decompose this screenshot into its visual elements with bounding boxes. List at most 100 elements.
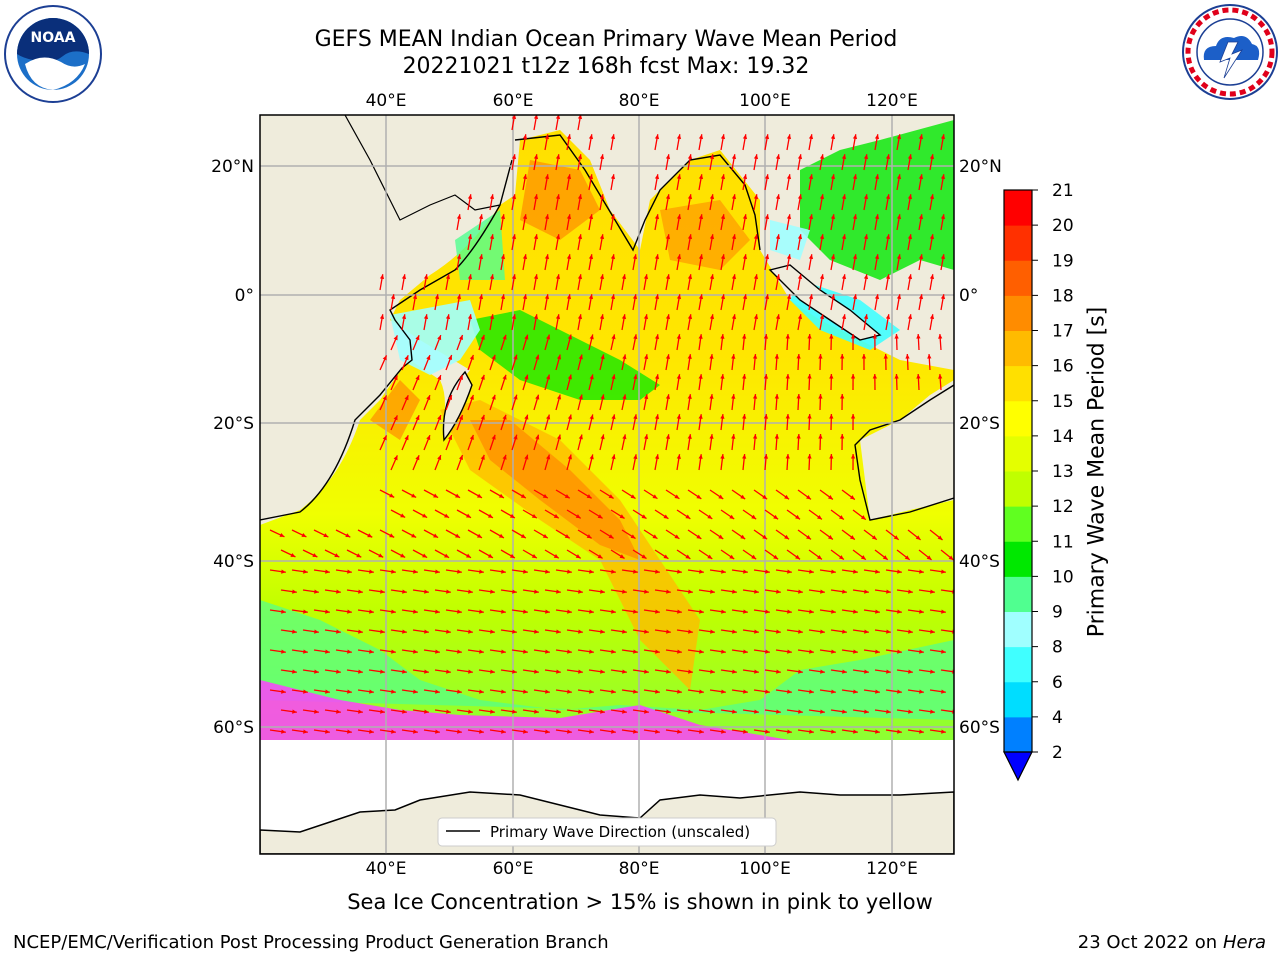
wave-direction-arrowhead xyxy=(455,493,461,498)
wave-direction-arrowhead xyxy=(840,394,845,399)
wave-direction-arrowhead xyxy=(608,494,614,499)
wave-direction-arrowhead xyxy=(710,629,715,634)
wave-direction-arrowhead xyxy=(358,589,363,594)
wave-direction-arrowhead xyxy=(535,434,540,440)
wave-direction-arrowhead xyxy=(698,294,704,300)
wave-direction-arrowhead xyxy=(929,154,935,160)
wave-direction-arrowhead xyxy=(926,555,932,560)
wave-direction-arrowhead xyxy=(875,689,880,694)
wave-direction-arrowhead xyxy=(918,214,924,220)
lat-label-left: 0° xyxy=(235,286,254,306)
arabian-peninsula-coast xyxy=(344,115,501,221)
footer-host: Hera xyxy=(1222,932,1266,953)
colorbar-segment xyxy=(1004,646,1032,683)
wave-direction-arrowhead xyxy=(841,154,847,160)
wave-direction-arrowhead xyxy=(894,374,899,379)
wave-direction-arrowhead xyxy=(597,554,603,559)
wave-direction-arrowhead xyxy=(466,513,472,518)
wave-direction-arrowhead xyxy=(820,589,825,594)
wave-direction-arrowhead xyxy=(489,234,495,240)
lon-label-top: 60°E xyxy=(493,91,534,111)
wave-direction-arrowhead xyxy=(281,569,286,574)
wave-direction-arrowhead xyxy=(819,234,825,240)
wave-direction-arrowhead xyxy=(864,669,869,674)
wave-direction-arrowhead xyxy=(480,414,485,420)
colorbar-segment xyxy=(1004,400,1032,437)
wave-direction-arrowhead xyxy=(588,254,594,260)
colorbar-segment xyxy=(1004,260,1032,296)
wave-direction-arrowhead xyxy=(677,649,682,654)
wave-direction-arrowhead xyxy=(393,335,398,341)
wave-direction-arrowhead xyxy=(424,709,429,714)
wave-direction-arrowhead xyxy=(633,689,638,694)
wave-direction-arrowhead xyxy=(842,629,847,634)
wave-direction-arrowhead xyxy=(546,334,551,340)
wave-direction-arrowhead xyxy=(885,154,891,160)
wave-direction-arrowhead xyxy=(456,214,462,220)
wave-direction-arrowhead xyxy=(567,729,572,734)
wave-direction-arrowhead xyxy=(798,709,803,714)
wave-direction-arrowhead xyxy=(369,609,374,614)
wave-direction-arrowhead xyxy=(709,194,715,200)
arabian-sea-band xyxy=(520,160,600,240)
wave-direction-arrowhead xyxy=(622,629,627,634)
wave-direction-arrowhead xyxy=(916,334,921,339)
wave-direction-arrowhead xyxy=(875,609,880,614)
wave-direction-arrowhead xyxy=(773,554,779,560)
wave-direction-arrowhead xyxy=(566,254,572,260)
wave-direction-arrowhead xyxy=(512,669,517,674)
wave-direction-arrowhead xyxy=(501,689,506,694)
wave-direction-arrowhead xyxy=(908,669,913,674)
colorbar-tick-label: 9 xyxy=(1052,603,1063,623)
wave-direction-arrowhead xyxy=(389,533,395,538)
wave-direction-arrowhead xyxy=(391,609,396,614)
wave-direction-arrowhead xyxy=(301,533,307,537)
wave-direction-arrowhead xyxy=(698,334,703,339)
wave-direction-arrowhead xyxy=(929,194,935,200)
wave-direction-arrowhead xyxy=(511,274,517,280)
colorbar-segment xyxy=(1004,576,1032,612)
wave-direction-arrowhead xyxy=(501,729,506,734)
wave-direction-arrowhead xyxy=(818,434,823,439)
wave-direction-arrowhead xyxy=(402,669,407,674)
wave-direction-arrowhead xyxy=(456,254,462,260)
wave-direction-arrowhead xyxy=(535,354,540,360)
wave-direction-arrowhead xyxy=(498,493,504,498)
wave-direction-arrowhead xyxy=(762,534,768,540)
wave-direction-arrowhead xyxy=(382,395,387,401)
wave-direction-arrowhead xyxy=(589,649,594,654)
wave-direction-arrowhead xyxy=(885,314,891,320)
wave-direction-arrowhead xyxy=(478,214,484,220)
wave-direction-arrowhead xyxy=(655,729,660,734)
wave-direction-arrowhead xyxy=(786,294,792,300)
wave-direction-arrowhead xyxy=(918,174,924,180)
wave-direction-arrowhead xyxy=(685,514,691,519)
wave-direction-arrowhead xyxy=(555,274,561,280)
wave-direction-arrowhead xyxy=(885,274,891,280)
wave-direction-arrowhead xyxy=(522,294,528,300)
wave-direction-arrowhead xyxy=(513,354,518,360)
wave-direction-arrowhead xyxy=(776,589,781,594)
wave-direction-arrowhead xyxy=(874,294,880,300)
wave-direction-arrowhead xyxy=(511,115,517,120)
wave-direction-arrowhead xyxy=(905,354,910,359)
wave-direction-arrowhead xyxy=(676,454,681,460)
wave-direction-arrowhead xyxy=(941,569,946,574)
wave-direction-arrowhead xyxy=(334,553,340,558)
wave-direction-arrowhead xyxy=(281,689,286,694)
wave-direction-arrowhead xyxy=(698,414,703,419)
wave-direction-arrowhead xyxy=(292,669,297,674)
wave-direction-arrowhead xyxy=(542,533,548,539)
wave-direction-arrowhead xyxy=(379,314,385,320)
wave-direction-arrowhead xyxy=(413,689,418,694)
wave-direction-arrowhead xyxy=(644,434,649,440)
wave-direction-arrowhead xyxy=(404,355,409,361)
wave-direction-arrowhead xyxy=(918,294,924,300)
wave-direction-arrowhead xyxy=(553,514,559,519)
wave-direction-arrowhead xyxy=(456,294,462,300)
wave-direction-arrowhead xyxy=(512,629,517,634)
wave-direction-arrowhead xyxy=(512,589,517,594)
wave-direction-arrowhead xyxy=(545,569,550,574)
wave-direction-arrowhead xyxy=(665,394,671,400)
wave-direction-arrowhead xyxy=(807,454,812,459)
